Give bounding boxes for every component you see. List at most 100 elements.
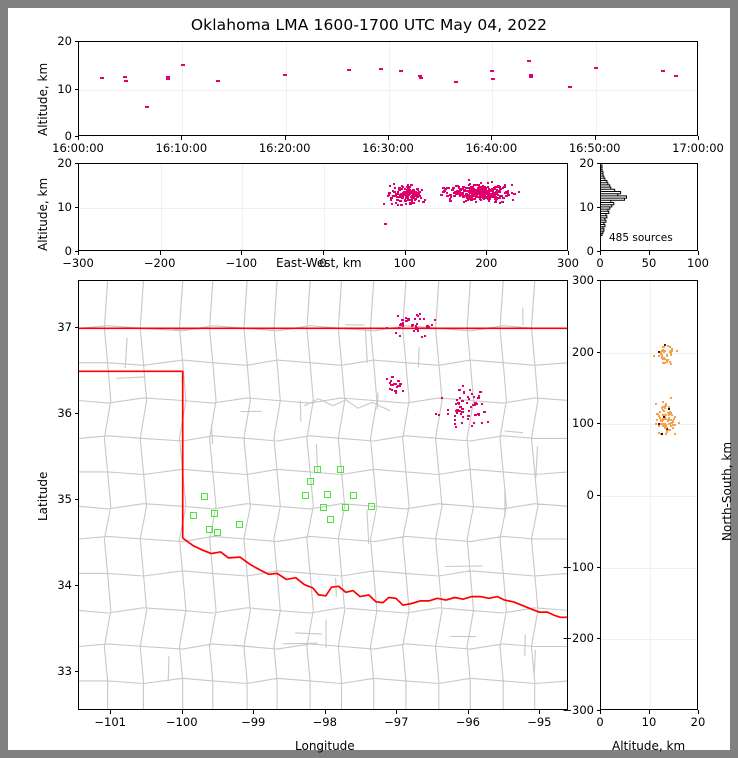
gridline	[389, 42, 390, 135]
data-point	[455, 193, 458, 196]
data-point	[489, 192, 492, 195]
panel-time-height[interactable]	[78, 41, 698, 136]
data-point	[473, 401, 477, 404]
data-point	[491, 78, 496, 81]
data-point	[663, 416, 666, 418]
time-axis-tick-label: 16:20:00	[258, 141, 311, 155]
data-point	[667, 345, 669, 348]
tick	[253, 710, 255, 714]
map-xlabel: Longitude	[295, 739, 355, 753]
data-point	[668, 428, 671, 431]
data-point	[661, 350, 663, 353]
data-point	[441, 397, 443, 400]
data-point	[667, 419, 670, 422]
data-point	[492, 194, 495, 197]
data-point	[670, 352, 673, 355]
data-point	[396, 203, 399, 206]
longitude-tick-label: −97	[384, 715, 409, 729]
data-point	[461, 191, 465, 194]
data-point	[395, 385, 398, 388]
data-point	[664, 407, 667, 410]
data-point	[658, 355, 661, 357]
data-point	[445, 194, 449, 197]
longitude-tick-label: −96	[455, 715, 480, 729]
data-point	[674, 74, 679, 77]
figure-title: Oklahoma LMA 1600-1700 UTC May 04, 2022	[190, 16, 548, 34]
data-point	[407, 190, 410, 193]
data-point	[458, 195, 461, 198]
data-point	[664, 413, 667, 416]
data-point	[470, 393, 473, 396]
data-point	[671, 422, 674, 425]
data-point	[383, 203, 386, 206]
data-point	[660, 70, 665, 72]
data-point	[512, 198, 515, 201]
data-point	[482, 184, 485, 187]
data-point	[282, 74, 287, 77]
data-point	[671, 426, 674, 429]
data-point	[495, 200, 498, 203]
data-point	[398, 384, 401, 387]
data-point	[480, 421, 483, 424]
data-point	[465, 196, 469, 199]
data-point	[396, 190, 399, 193]
panel-ew-height[interactable]	[78, 163, 568, 251]
data-point	[666, 428, 669, 430]
data-point	[473, 414, 477, 417]
data-point	[478, 394, 481, 397]
data-point	[395, 202, 398, 205]
gridline	[650, 281, 651, 709]
data-point	[446, 186, 450, 189]
data-point	[454, 422, 457, 425]
data-point	[457, 388, 461, 391]
data-point	[484, 196, 487, 198]
data-point	[459, 192, 463, 195]
data-point	[671, 423, 674, 426]
panel-map[interactable]	[78, 280, 568, 710]
data-point	[482, 411, 486, 414]
data-point	[466, 415, 470, 418]
data-point	[659, 417, 662, 419]
gridline	[242, 164, 244, 250]
data-point	[664, 423, 667, 426]
altitude-axis-tick-label: 20	[57, 156, 72, 170]
data-point	[443, 190, 446, 192]
data-point	[466, 417, 469, 420]
data-point	[464, 186, 467, 189]
data-point	[455, 411, 458, 414]
tick	[486, 251, 488, 255]
data-point	[398, 382, 402, 385]
data-point	[419, 313, 422, 316]
data-point	[676, 350, 679, 352]
panel-alt-histogram[interactable]	[600, 163, 698, 251]
data-point	[665, 404, 667, 407]
data-point	[662, 345, 665, 348]
data-point	[497, 185, 501, 188]
data-point	[394, 331, 397, 334]
ew-axis-tick-label: −300	[62, 256, 94, 270]
longitude-tick-label: −99	[241, 715, 266, 729]
data-point	[487, 197, 490, 199]
data-point	[400, 203, 404, 206]
lma-station-marker	[206, 526, 214, 533]
data-point	[457, 186, 460, 189]
data-point	[414, 197, 417, 200]
data-point	[397, 380, 401, 383]
data-point	[418, 74, 422, 77]
data-point	[447, 408, 450, 411]
data-point	[465, 401, 468, 404]
data-point	[674, 432, 676, 435]
data-point	[405, 319, 409, 322]
gridline	[601, 424, 697, 426]
tick	[491, 136, 493, 140]
data-point	[463, 201, 466, 204]
panel-ns-height[interactable]	[600, 280, 698, 710]
data-point	[459, 396, 462, 399]
data-point	[476, 195, 479, 198]
tick	[74, 41, 78, 42]
data-point	[671, 420, 674, 423]
data-point	[415, 313, 418, 316]
data-point	[455, 190, 459, 192]
tick	[74, 585, 78, 587]
map-geography	[79, 281, 567, 709]
